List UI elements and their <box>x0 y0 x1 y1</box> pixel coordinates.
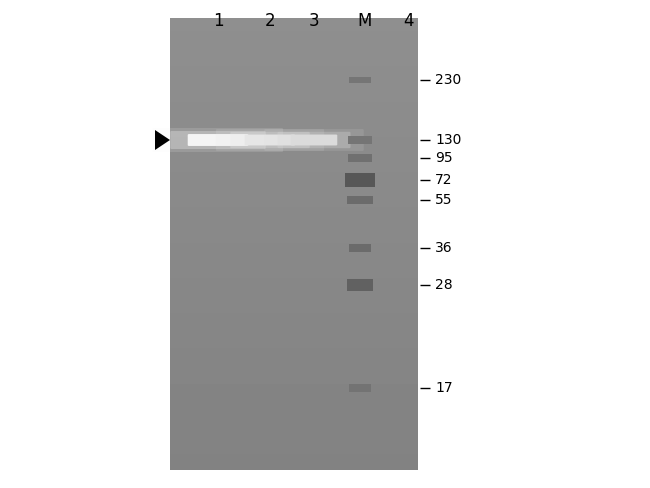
Bar <box>348 155 372 162</box>
FancyBboxPatch shape <box>244 135 295 145</box>
FancyBboxPatch shape <box>230 132 309 148</box>
Bar <box>349 244 371 252</box>
Bar <box>347 279 373 291</box>
Bar <box>345 173 375 187</box>
FancyBboxPatch shape <box>291 135 337 145</box>
FancyBboxPatch shape <box>188 134 248 146</box>
Text: 4: 4 <box>403 12 413 30</box>
FancyBboxPatch shape <box>265 129 364 151</box>
Bar <box>349 77 371 83</box>
Text: 95: 95 <box>435 151 452 165</box>
Bar <box>349 384 371 392</box>
FancyBboxPatch shape <box>153 128 283 152</box>
Text: 230: 230 <box>435 73 462 87</box>
Text: 72: 72 <box>435 173 452 187</box>
Text: 17: 17 <box>435 381 452 395</box>
Text: 28: 28 <box>435 278 452 292</box>
FancyBboxPatch shape <box>216 129 324 151</box>
Text: 130: 130 <box>435 133 462 147</box>
Text: 3: 3 <box>309 12 319 30</box>
FancyBboxPatch shape <box>278 132 350 148</box>
Bar <box>347 196 373 204</box>
Polygon shape <box>155 130 170 150</box>
Text: 1: 1 <box>213 12 224 30</box>
Text: 2: 2 <box>265 12 276 30</box>
Text: 55: 55 <box>435 193 452 207</box>
Text: 36: 36 <box>435 241 452 255</box>
FancyBboxPatch shape <box>170 131 266 149</box>
Bar <box>348 137 372 143</box>
Text: M: M <box>358 12 372 30</box>
